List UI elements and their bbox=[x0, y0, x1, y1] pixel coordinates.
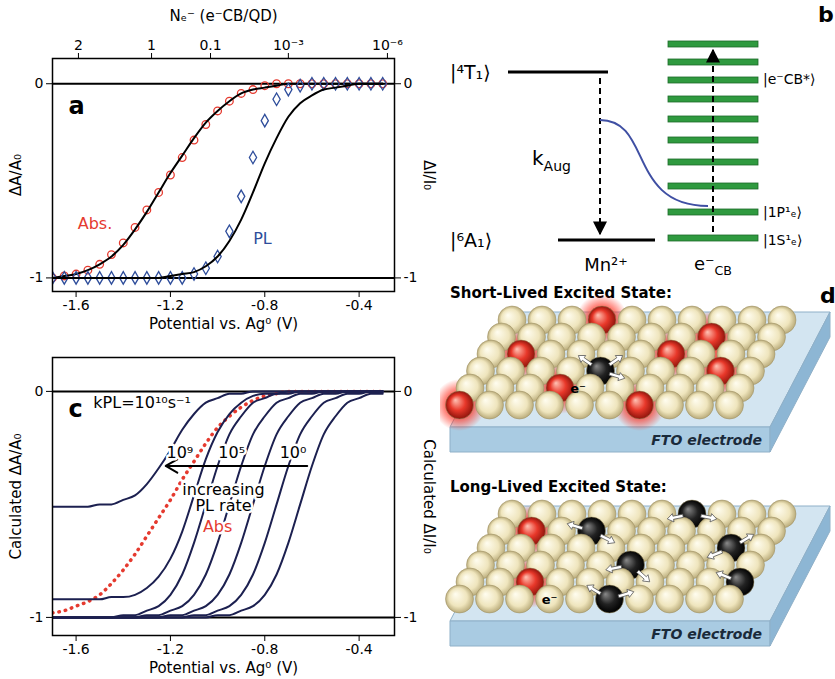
svg-text:increasingPL rate: increasingPL rate bbox=[182, 480, 264, 515]
svg-text:2: 2 bbox=[74, 37, 83, 53]
svg-text:Short-Lived Excited State:: Short-Lived Excited State: bbox=[450, 284, 672, 302]
svg-text:Nₑ⁻ (e⁻CB/QD): Nₑ⁻ (e⁻CB/QD) bbox=[169, 7, 277, 25]
svg-text:|e⁻CB*⟩: |e⁻CB*⟩ bbox=[763, 71, 816, 88]
svg-text:10⁵: 10⁵ bbox=[218, 443, 245, 462]
svg-text:-1: -1 bbox=[404, 609, 418, 625]
svg-text:e⁻: e⁻ bbox=[542, 592, 558, 607]
svg-text:Abs.: Abs. bbox=[78, 214, 113, 233]
svg-text:0: 0 bbox=[35, 383, 44, 399]
svg-text:10⁹: 10⁹ bbox=[166, 443, 193, 462]
svg-text:|1S¹ₑ⟩: |1S¹ₑ⟩ bbox=[763, 232, 802, 249]
svg-text:-0.8: -0.8 bbox=[251, 297, 278, 313]
svg-text:PL: PL bbox=[253, 229, 272, 248]
svg-text:-1: -1 bbox=[30, 609, 44, 625]
svg-text:FTO electrode: FTO electrode bbox=[651, 432, 762, 448]
svg-text:10⁹: 10⁹ bbox=[166, 443, 193, 462]
svg-text:-1.2: -1.2 bbox=[157, 641, 184, 657]
svg-text:ΔA/A₀: ΔA/A₀ bbox=[7, 154, 25, 196]
svg-text:10⁰: 10⁰ bbox=[280, 443, 307, 462]
svg-text:c: c bbox=[69, 395, 83, 423]
svg-text:-0.8: -0.8 bbox=[251, 641, 278, 657]
svg-text:-0.4: -0.4 bbox=[345, 641, 372, 657]
svg-text:Abs.: Abs. bbox=[78, 214, 113, 233]
svg-text:kAug: kAug bbox=[532, 146, 571, 174]
svg-text:increasingPL rate: increasingPL rate bbox=[182, 480, 264, 515]
svg-text:10⁻⁶: 10⁻⁶ bbox=[372, 37, 403, 53]
svg-text:Mn²⁺: Mn²⁺ bbox=[584, 254, 628, 275]
svg-text:-1: -1 bbox=[404, 269, 418, 285]
svg-text:Long-Lived Excited State:: Long-Lived Excited State: bbox=[450, 478, 667, 496]
svg-text:Calculated ΔA/A₀: Calculated ΔA/A₀ bbox=[7, 433, 25, 559]
svg-text:Abs: Abs bbox=[203, 517, 232, 536]
svg-text:0: 0 bbox=[404, 75, 413, 91]
svg-text:0.1: 0.1 bbox=[199, 37, 221, 53]
svg-text:10⁻³: 10⁻³ bbox=[273, 37, 304, 53]
svg-text:e⁻CB: e⁻CB bbox=[694, 253, 732, 278]
svg-text:0: 0 bbox=[404, 383, 413, 399]
svg-text:b: b bbox=[818, 2, 834, 27]
svg-text:-1.6: -1.6 bbox=[62, 641, 89, 657]
svg-text:d: d bbox=[820, 283, 835, 308]
svg-text:a: a bbox=[69, 92, 85, 120]
svg-text:PL: PL bbox=[253, 229, 272, 248]
svg-text:Potential vs. Ag⁰ (V): Potential vs. Ag⁰ (V) bbox=[149, 659, 298, 677]
svg-text:1: 1 bbox=[147, 37, 156, 53]
svg-text:|⁴T₁⟩: |⁴T₁⟩ bbox=[450, 61, 491, 84]
svg-text:e⁻: e⁻ bbox=[570, 381, 586, 396]
svg-text:-1.2: -1.2 bbox=[157, 297, 184, 313]
svg-text:-0.4: -0.4 bbox=[345, 297, 372, 313]
svg-text:10⁵: 10⁵ bbox=[218, 443, 245, 462]
svg-text:|1P¹ₑ⟩: |1P¹ₑ⟩ bbox=[763, 204, 802, 221]
svg-text:Potential vs. Ag⁰ (V): Potential vs. Ag⁰ (V) bbox=[149, 315, 298, 333]
svg-text:0: 0 bbox=[35, 75, 44, 91]
svg-text:Abs: Abs bbox=[203, 517, 232, 536]
svg-text:Calculated ΔI/I₀: Calculated ΔI/I₀ bbox=[420, 439, 438, 554]
svg-text:-1: -1 bbox=[30, 269, 44, 285]
svg-text:FTO electrode: FTO electrode bbox=[651, 626, 762, 642]
svg-text:|⁶A₁⟩: |⁶A₁⟩ bbox=[450, 229, 492, 252]
svg-text:kPL=10¹⁰s⁻¹: kPL=10¹⁰s⁻¹ bbox=[93, 393, 191, 412]
svg-text:-1.6: -1.6 bbox=[62, 297, 89, 313]
svg-text:ΔI/I₀: ΔI/I₀ bbox=[420, 160, 438, 190]
svg-text:10⁰: 10⁰ bbox=[280, 443, 307, 462]
svg-text:kPL=10¹⁰s⁻¹: kPL=10¹⁰s⁻¹ bbox=[93, 393, 191, 412]
